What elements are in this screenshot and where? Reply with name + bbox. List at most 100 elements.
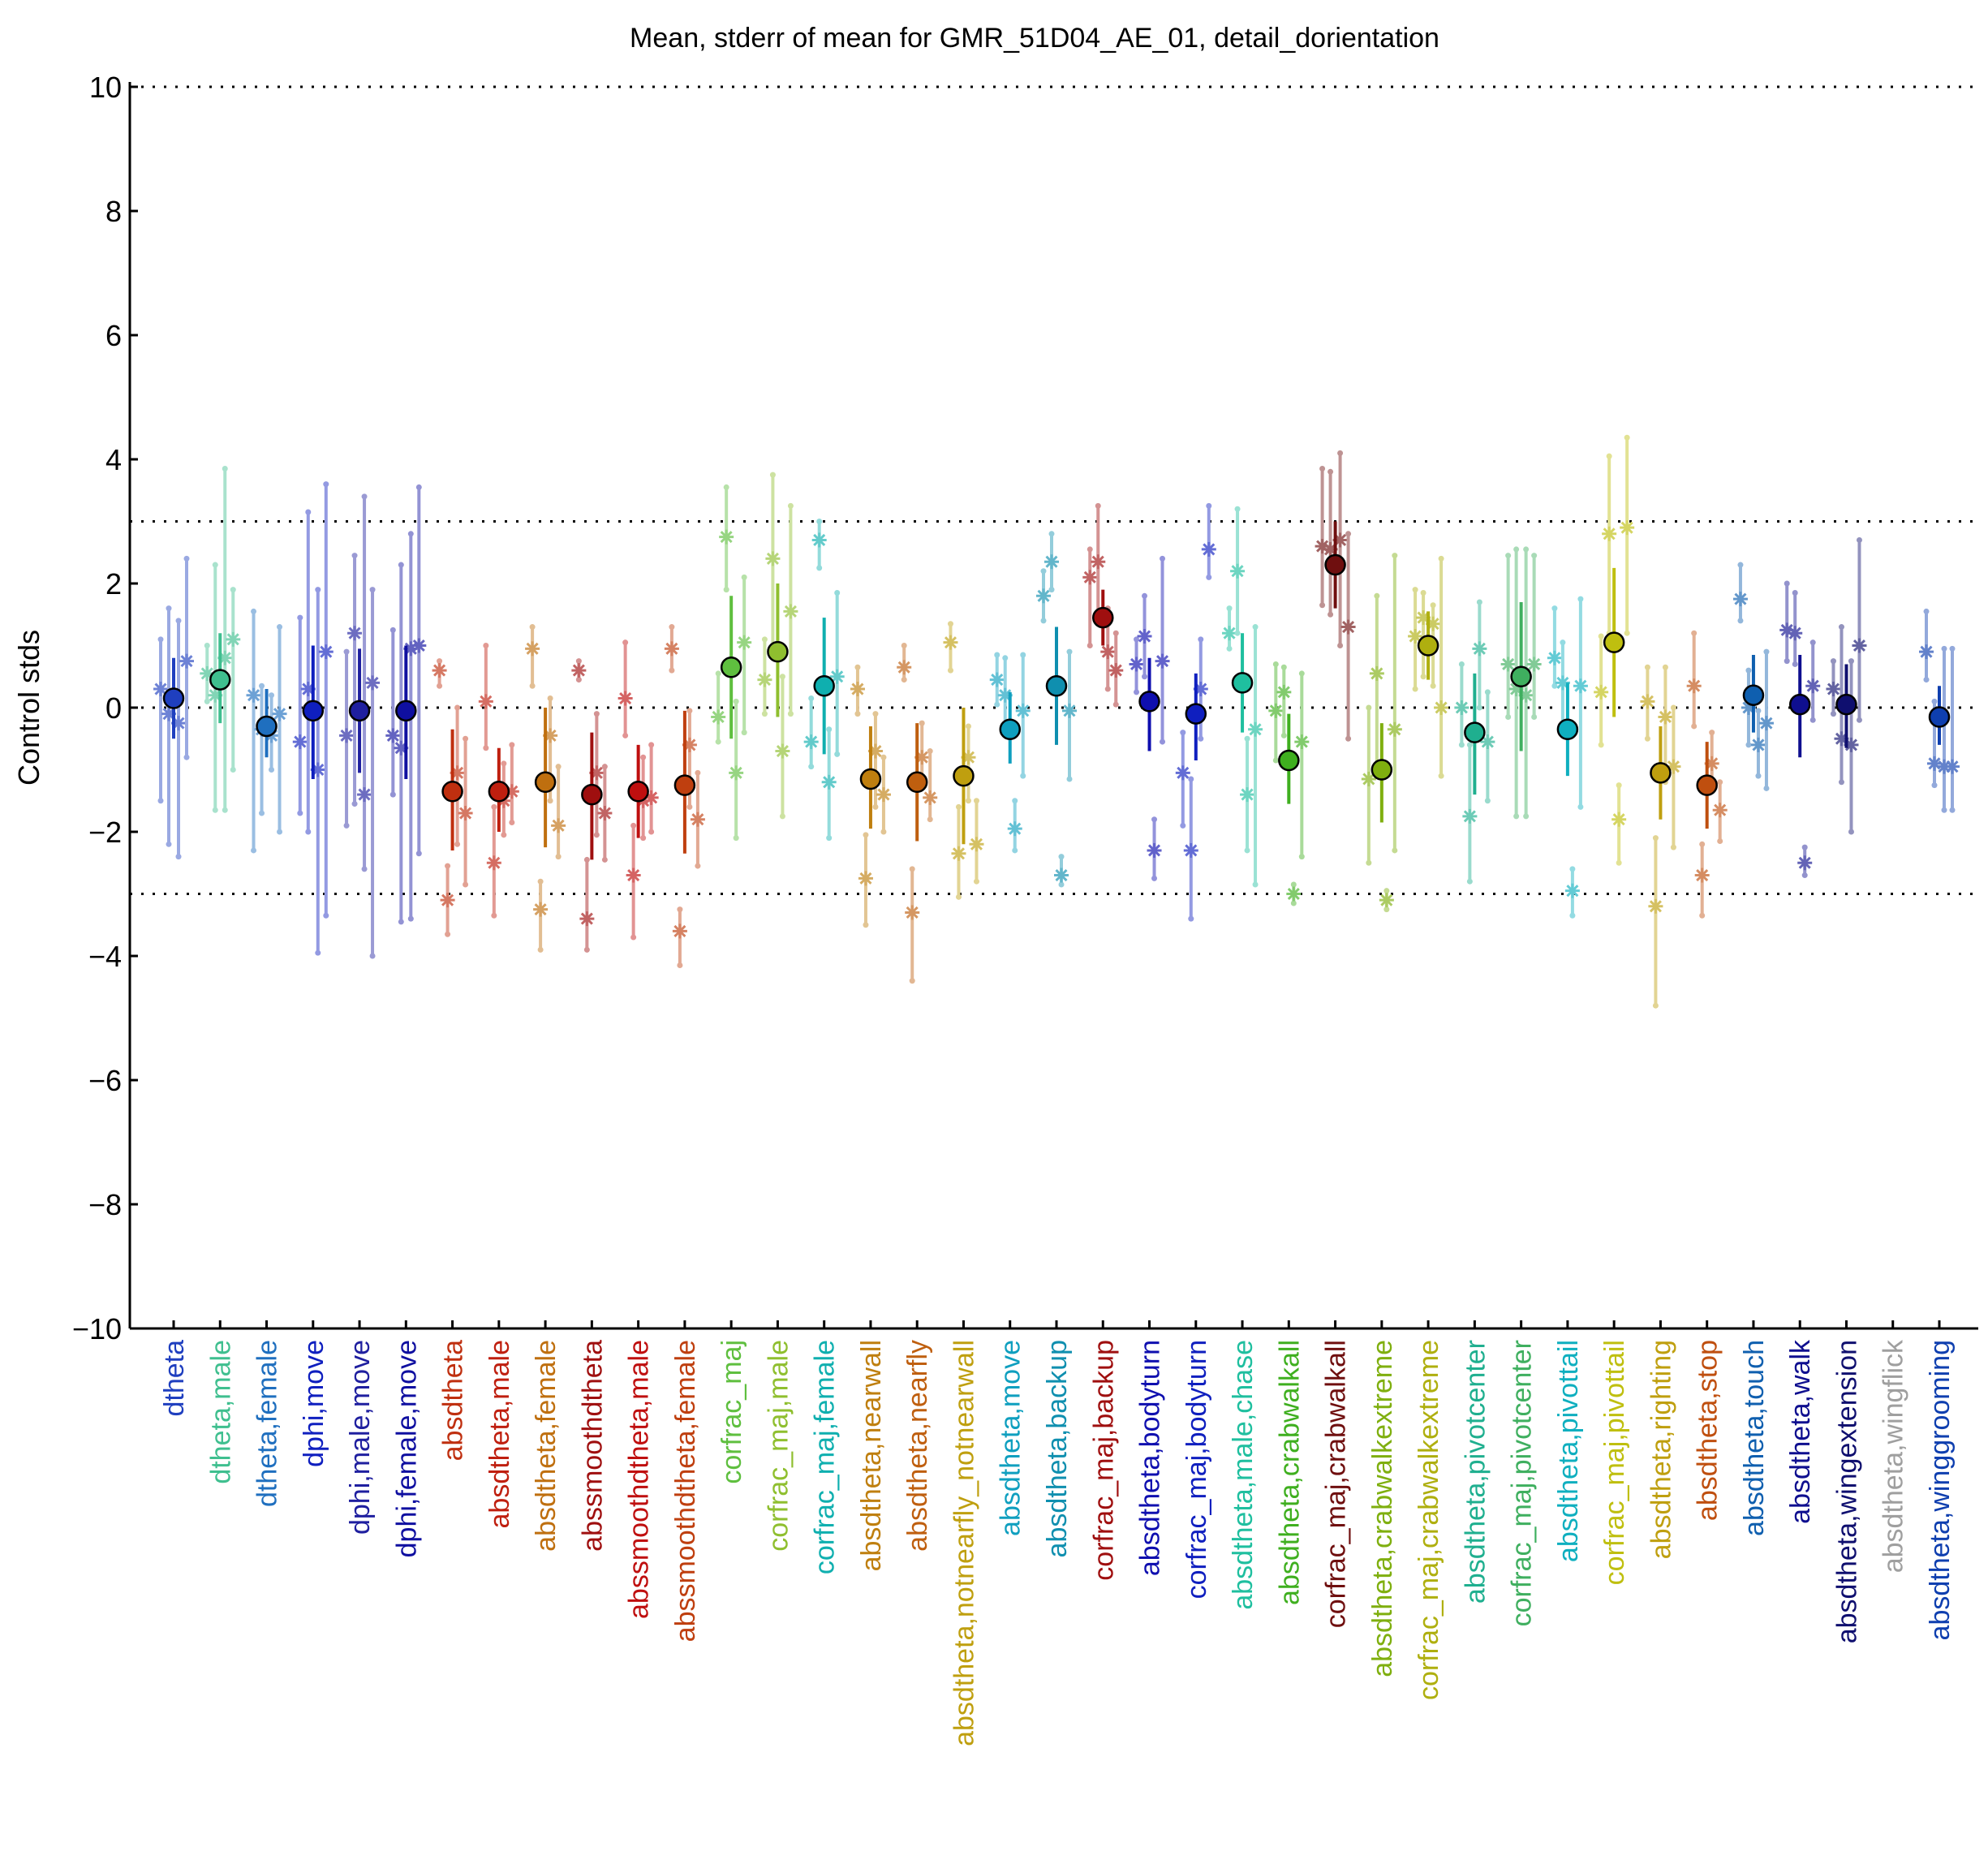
mean-marker bbox=[1092, 606, 1114, 629]
x-tick-label: dtheta,female bbox=[252, 1340, 283, 1507]
y-tick-label: 6 bbox=[105, 319, 122, 352]
sample-marker bbox=[1147, 842, 1162, 858]
x-tick-label: absdtheta,touch bbox=[1739, 1340, 1770, 1536]
data-point-21 bbox=[1129, 555, 1170, 881]
mean-marker bbox=[1045, 674, 1068, 697]
mean-marker bbox=[1696, 774, 1718, 796]
sample-marker bbox=[571, 663, 587, 678]
chart-title: Mean, stderr of mean for GMR_51D04_AE_01… bbox=[630, 23, 1439, 54]
x-tick-label: corfrac_maj,pivottail bbox=[1599, 1340, 1630, 1585]
data-point-2 bbox=[246, 608, 287, 854]
sample-marker bbox=[1369, 665, 1384, 681]
sample-marker bbox=[246, 687, 261, 703]
y-tick-label: 2 bbox=[105, 567, 122, 601]
sample-marker bbox=[711, 709, 726, 725]
sample-marker bbox=[1100, 644, 1116, 660]
sample-marker bbox=[1155, 653, 1170, 669]
sample-marker bbox=[1797, 855, 1813, 871]
data-point-38 bbox=[1919, 608, 1960, 813]
sample-marker bbox=[1175, 765, 1190, 781]
sample-marker bbox=[775, 743, 790, 759]
mean-marker bbox=[1185, 703, 1207, 725]
mean-marker bbox=[720, 657, 742, 678]
mean-marker bbox=[256, 715, 278, 738]
mean-marker bbox=[395, 700, 417, 722]
sample-marker bbox=[1091, 554, 1106, 570]
sample-marker bbox=[829, 669, 845, 684]
x-tick-label: corfrac_maj bbox=[716, 1340, 747, 1484]
sample-marker bbox=[1758, 716, 1774, 731]
data-point-33 bbox=[1686, 630, 1728, 919]
sample-marker bbox=[850, 682, 865, 697]
mean-marker bbox=[859, 768, 882, 790]
x-tick-label: abssmoothdtheta,male bbox=[624, 1340, 655, 1619]
sample-marker bbox=[617, 691, 633, 706]
data-point-14 bbox=[803, 519, 845, 842]
sample-marker bbox=[347, 626, 363, 641]
data-point-15 bbox=[850, 664, 891, 928]
data-point-26 bbox=[1361, 553, 1402, 913]
sample-marker bbox=[1286, 886, 1302, 902]
x-tick-label: absdtheta,nearfly bbox=[902, 1340, 933, 1552]
sample-marker bbox=[1201, 541, 1216, 557]
sample-marker bbox=[943, 635, 958, 650]
sample-marker bbox=[365, 675, 381, 691]
data-point-0 bbox=[153, 555, 194, 860]
sample-marker bbox=[597, 806, 613, 821]
x-tick-label: absdtheta,nearwall bbox=[856, 1340, 887, 1571]
sample-marker bbox=[440, 893, 455, 908]
x-tick-label: absdtheta,pivottail bbox=[1553, 1340, 1584, 1562]
y-tick-label: −4 bbox=[88, 940, 122, 973]
data-point-24 bbox=[1268, 661, 1310, 906]
x-tick-label: absdtheta,crabwalkextreme bbox=[1367, 1340, 1398, 1677]
sample-marker bbox=[1611, 812, 1627, 827]
mean-marker bbox=[348, 700, 371, 722]
sample-marker bbox=[1361, 771, 1376, 786]
mean-marker bbox=[673, 774, 696, 796]
x-tick-label: corfrac_maj,crabwalkextreme bbox=[1414, 1340, 1444, 1700]
sample-marker bbox=[905, 905, 920, 920]
x-tick-label: dtheta,male bbox=[205, 1340, 236, 1484]
sample-marker bbox=[486, 855, 501, 871]
mean-marker bbox=[953, 764, 975, 787]
sample-marker bbox=[458, 806, 473, 821]
sample-marker bbox=[1044, 554, 1059, 570]
sample-marker bbox=[729, 765, 744, 781]
sample-marker bbox=[153, 682, 168, 697]
sample-marker bbox=[432, 663, 447, 678]
mean-marker bbox=[1324, 553, 1346, 576]
sample-marker bbox=[525, 641, 540, 657]
mean-marker bbox=[1788, 693, 1811, 716]
x-tick-label: absdtheta,winggrooming bbox=[1925, 1340, 1956, 1640]
x-tick-label: dphi,male,move bbox=[345, 1340, 376, 1535]
sample-marker bbox=[951, 846, 966, 861]
x-tick-label: absdtheta bbox=[438, 1340, 469, 1461]
sample-marker bbox=[1340, 619, 1356, 635]
sample-marker bbox=[1648, 898, 1663, 914]
x-tick-label: absdtheta,righting bbox=[1646, 1340, 1676, 1559]
sample-marker bbox=[858, 871, 873, 886]
sample-marker bbox=[783, 604, 798, 619]
data-point-18 bbox=[989, 652, 1031, 854]
x-tick-label: absdtheta,notnearfly_notnearwall bbox=[949, 1340, 979, 1746]
data-point-13 bbox=[757, 471, 798, 820]
sample-marker bbox=[1240, 787, 1255, 803]
sample-marker bbox=[1248, 721, 1263, 737]
sample-marker bbox=[1732, 592, 1748, 607]
data-point-20 bbox=[1082, 502, 1124, 708]
sample-marker bbox=[1594, 684, 1609, 700]
sample-marker bbox=[1919, 644, 1934, 660]
sample-marker bbox=[969, 837, 984, 852]
sample-marker bbox=[989, 672, 1005, 687]
mean-marker bbox=[1928, 706, 1951, 728]
sample-marker bbox=[533, 902, 549, 917]
sample-marker bbox=[478, 694, 493, 709]
data-point-11 bbox=[664, 624, 705, 968]
data-point-34 bbox=[1732, 562, 1774, 791]
sample-marker bbox=[579, 911, 595, 927]
data-point-19 bbox=[1036, 531, 1077, 888]
sample-marker bbox=[1137, 629, 1152, 644]
sample-marker bbox=[1547, 650, 1562, 665]
sample-marker bbox=[737, 635, 752, 650]
